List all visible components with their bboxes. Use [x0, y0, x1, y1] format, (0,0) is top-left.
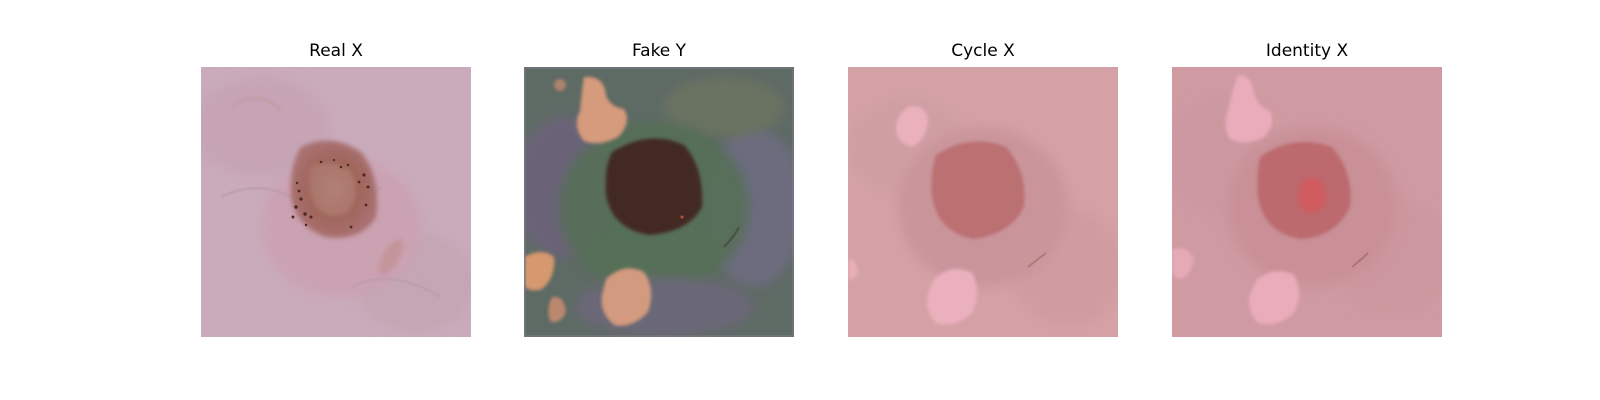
panel-title: Cycle X [951, 41, 1015, 61]
cycle-x-image [848, 67, 1118, 337]
panel-title: Identity X [1265, 41, 1349, 61]
panel-title: Real X [309, 41, 363, 61]
identity-x-image [1172, 67, 1442, 337]
fake-y-image [524, 67, 794, 337]
panel-title: Fake Y [631, 41, 687, 61]
real-x-image [201, 67, 471, 337]
